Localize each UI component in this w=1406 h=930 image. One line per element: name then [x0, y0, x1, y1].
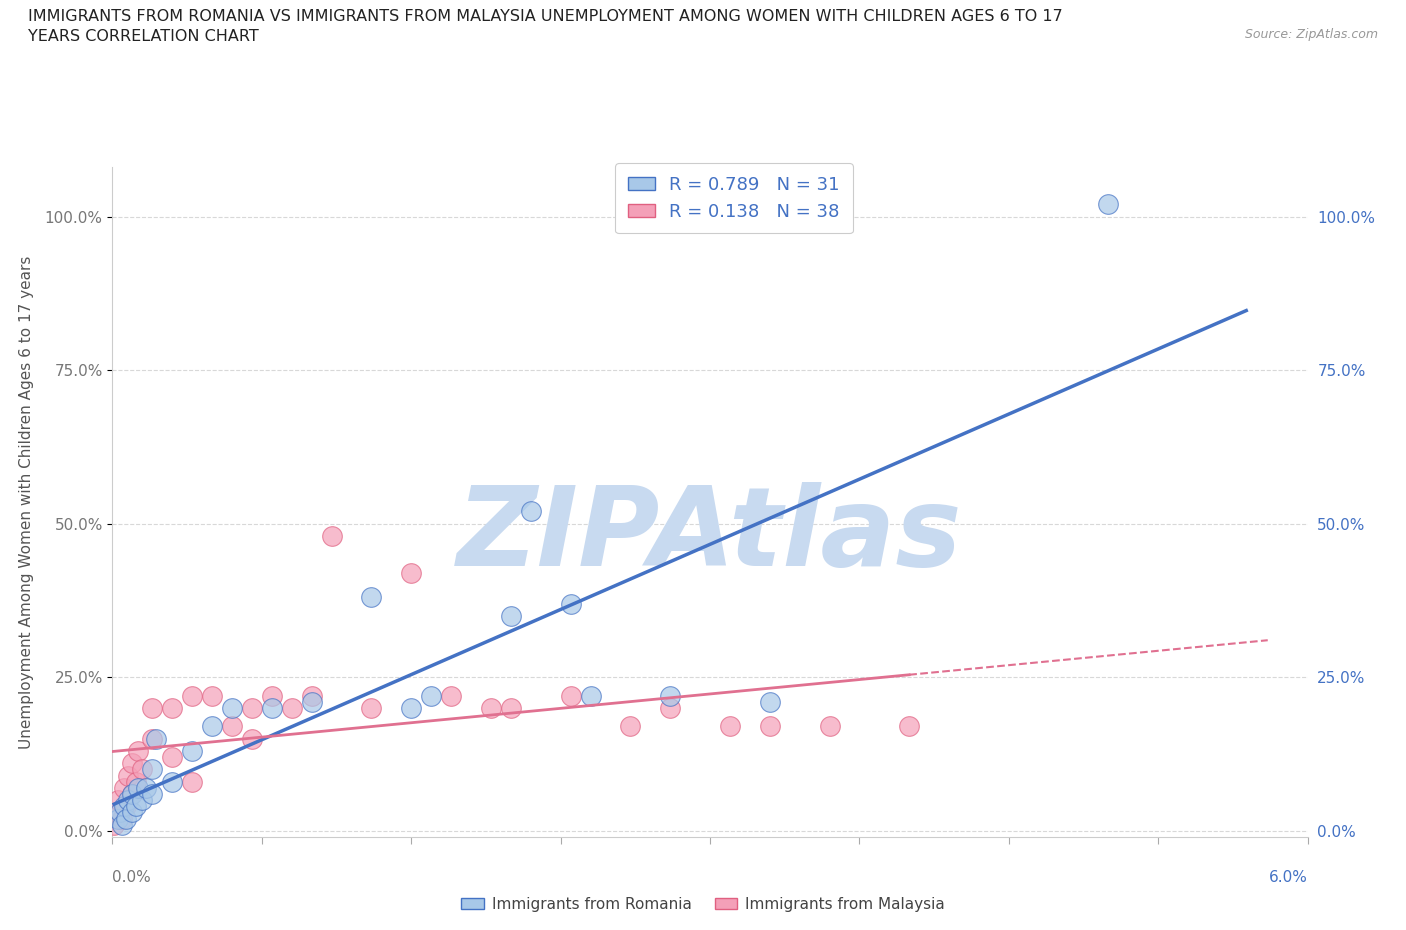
Point [818, 719, 841, 734]
Point [759, 695, 782, 710]
Point [162, 775, 183, 790]
Point [111, 811, 134, 826]
Point [181, 688, 204, 703]
Text: ZIPAtlas: ZIPAtlas [457, 482, 963, 590]
Point [221, 719, 243, 734]
Point [141, 731, 163, 746]
Point [110, 805, 132, 820]
Point [117, 792, 139, 807]
Point [117, 768, 139, 783]
Point [440, 688, 463, 703]
Point [401, 700, 423, 715]
Text: 0.0%: 0.0% [112, 870, 152, 884]
Point [479, 700, 502, 715]
Point [260, 688, 283, 703]
Point [301, 695, 323, 710]
Point [127, 744, 149, 759]
Point [121, 787, 143, 802]
Point [619, 719, 641, 734]
Point [499, 700, 522, 715]
Point [260, 700, 283, 715]
Point [115, 811, 138, 826]
Point [201, 719, 224, 734]
Y-axis label: Unemployment Among Women with Children Ages 6 to 17 years: Unemployment Among Women with Children A… [18, 256, 34, 749]
Point [127, 780, 149, 795]
Point [240, 700, 263, 715]
Point [115, 799, 138, 814]
Point [240, 731, 263, 746]
Point [125, 799, 148, 814]
Point [121, 787, 143, 802]
Point [420, 688, 443, 703]
Point [141, 700, 163, 715]
Point [898, 719, 921, 734]
Point [560, 688, 582, 703]
Point [105, 805, 128, 820]
Point [759, 719, 782, 734]
Legend: R = 0.789   N = 31, R = 0.138   N = 38: R = 0.789 N = 31, R = 0.138 N = 38 [616, 163, 852, 233]
Point [281, 700, 304, 715]
Point [360, 590, 382, 604]
Point [121, 805, 143, 820]
Point [659, 688, 682, 703]
Point [1097, 197, 1119, 212]
Point [718, 719, 741, 734]
Point [560, 596, 582, 611]
Point [145, 731, 167, 746]
Point [114, 780, 135, 795]
Point [301, 688, 323, 703]
Point [181, 744, 204, 759]
Point [141, 762, 163, 777]
Text: IMMIGRANTS FROM ROMANIA VS IMMIGRANTS FROM MALAYSIA UNEMPLOYMENT AMONG WOMEN WIT: IMMIGRANTS FROM ROMANIA VS IMMIGRANTS FR… [28, 9, 1063, 44]
Point [201, 688, 224, 703]
Point [520, 504, 543, 519]
Point [321, 528, 343, 543]
Point [162, 750, 183, 764]
Point [107, 811, 129, 826]
Point [221, 700, 243, 715]
Legend: Immigrants from Romania, Immigrants from Malaysia: Immigrants from Romania, Immigrants from… [456, 891, 950, 918]
Point [111, 817, 134, 832]
Point [141, 787, 163, 802]
Point [103, 817, 125, 832]
Text: 6.0%: 6.0% [1268, 870, 1308, 884]
Point [499, 608, 522, 623]
Point [135, 780, 157, 795]
Point [125, 775, 148, 790]
Point [181, 775, 204, 790]
Point [360, 700, 382, 715]
Point [114, 799, 135, 814]
Point [659, 700, 682, 715]
Point [107, 792, 129, 807]
Point [121, 756, 143, 771]
Point [401, 565, 423, 580]
Point [131, 792, 153, 807]
Text: Source: ZipAtlas.com: Source: ZipAtlas.com [1244, 28, 1378, 41]
Point [131, 762, 153, 777]
Point [162, 700, 183, 715]
Point [579, 688, 602, 703]
